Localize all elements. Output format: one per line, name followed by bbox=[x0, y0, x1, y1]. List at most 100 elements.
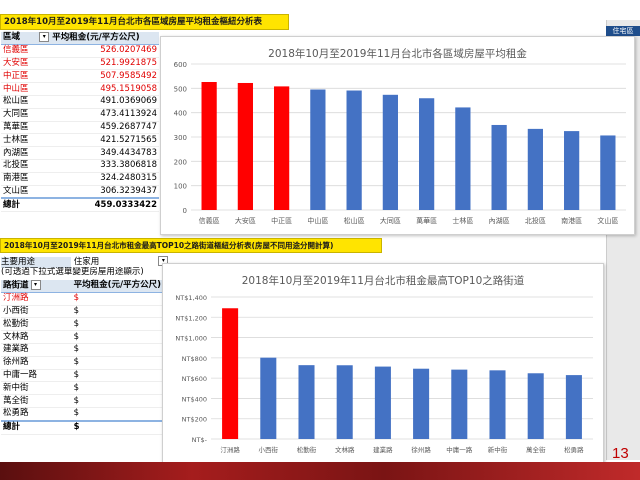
table-row[interactable]: 士林區 421.5271565 bbox=[1, 133, 159, 148]
table-row[interactable]: 萬華區 459.2687747 bbox=[1, 121, 159, 135]
bar[interactable] bbox=[310, 89, 326, 210]
x-tick-label: 松勇路 bbox=[564, 445, 584, 454]
district-rent-chart-svg: 2018年10月至2019年11月台北市各區域房屋平均租金 0 100 200 300 4… bbox=[174, 47, 626, 225]
district-column-header[interactable]: 區域 bbox=[1, 32, 36, 45]
road-name: 建業路 bbox=[1, 343, 72, 357]
y-tick-label: NT$600 bbox=[182, 375, 207, 383]
road-rent-chart[interactable]: 2018年10月至2019年11月台北市租金最高TOP10之路街道 NT$- NT$… bbox=[162, 263, 604, 463]
district-rent-chart[interactable]: 2018年10月至2019年11月台北市各區域房屋平均租金 0 100 200 300 4… bbox=[160, 36, 635, 235]
table-row[interactable]: 大同區 473.4113924 bbox=[1, 108, 159, 122]
total-row[interactable]: 總計 459.0333422 bbox=[1, 197, 159, 213]
district-name: 文山區 bbox=[1, 185, 36, 199]
y-tick-label: NT$800 bbox=[182, 355, 207, 363]
table1-header: 區域 ▾ 平均租金(元/平方公尺) bbox=[1, 32, 159, 45]
y-tick-label: NT$1,200 bbox=[175, 314, 207, 322]
rent-column-header[interactable]: ▾ 平均租金(元/平方公尺) bbox=[35, 32, 159, 45]
district-rent-value: 459.2687747 bbox=[35, 121, 159, 135]
x-tick-label: 建業路 bbox=[373, 445, 393, 454]
bar[interactable] bbox=[527, 128, 543, 210]
y-tick-label: NT$1,400 bbox=[175, 294, 207, 302]
x-tick-label: 汀洲路 bbox=[220, 445, 240, 454]
bar[interactable] bbox=[298, 365, 315, 439]
x-tick-label: 萬華區 bbox=[416, 216, 437, 225]
currency-symbol: $ bbox=[71, 419, 112, 435]
bar[interactable] bbox=[527, 373, 544, 439]
district-rent-value: 421.5271565 bbox=[35, 133, 159, 148]
y-tick-label: NT$- bbox=[192, 436, 208, 444]
road-column-header[interactable]: 路街道 ▾ bbox=[1, 280, 72, 293]
district-rent-value: 521.9921875 bbox=[35, 57, 159, 71]
district-rent-value: 495.1519058 bbox=[35, 82, 159, 96]
district-rent-value: 333.3806818 bbox=[35, 159, 159, 173]
total-label: 總計 bbox=[1, 419, 72, 435]
table-row[interactable]: 中正區 507.9585492 bbox=[1, 69, 159, 84]
bar[interactable] bbox=[260, 357, 277, 439]
district-rent-value: 491.0369069 bbox=[35, 95, 159, 109]
filter-dropdown-icon[interactable]: ▾ bbox=[39, 32, 50, 43]
usage-filter-label: 主要用途 bbox=[1, 256, 71, 268]
y-tick-label: NT$400 bbox=[182, 395, 207, 403]
bar[interactable] bbox=[374, 366, 391, 439]
x-tick-label: 新中街 bbox=[488, 445, 508, 454]
road-filter-icon[interactable]: ▾ bbox=[30, 280, 41, 291]
y-tick-label: 100 bbox=[174, 183, 187, 191]
district-rent-value: 306.3239437 bbox=[35, 185, 159, 199]
table-row[interactable]: 大安區 521.9921875 bbox=[1, 57, 159, 71]
district-name: 中正區 bbox=[1, 69, 36, 84]
currency-symbol: $ bbox=[71, 305, 112, 319]
x-tick-label: 信義區 bbox=[199, 216, 220, 225]
x-tick-label: 內湖區 bbox=[489, 216, 510, 225]
table-row[interactable]: 松山區 491.0369069 bbox=[1, 95, 159, 109]
x-tick-label: 中山區 bbox=[307, 216, 328, 225]
district-name: 北投區 bbox=[1, 159, 36, 173]
currency-symbol: $ bbox=[71, 292, 112, 306]
y-tick-label: 200 bbox=[174, 158, 187, 166]
x-tick-label: 大安區 bbox=[235, 216, 256, 225]
y-tick-label: 0 bbox=[183, 207, 187, 215]
bar[interactable] bbox=[382, 94, 398, 210]
currency-symbol: $ bbox=[71, 394, 112, 408]
table1-title: 2018年10月至2019年11月台北市各區域房屋平均租金樞紐分析表 bbox=[0, 14, 289, 30]
bar[interactable] bbox=[274, 86, 290, 210]
table-row[interactable]: 中山區 495.1519058 bbox=[1, 82, 159, 96]
district-name: 松山區 bbox=[1, 95, 36, 109]
road-name: 徐州路 bbox=[1, 356, 72, 370]
bar[interactable] bbox=[564, 131, 580, 210]
district-pivot-table: 區域 ▾ 平均租金(元/平方公尺) 信義區 526.0207469 大安區 521.9… bbox=[1, 32, 159, 213]
district-name: 萬華區 bbox=[1, 121, 36, 135]
district-rent-value: 507.9585492 bbox=[35, 69, 159, 84]
road-rent-chart-svg: 2018年10月至2019年11月台北市租金最高TOP10之路街道 NT$- NT$… bbox=[175, 274, 593, 454]
x-tick-label: 萬全街 bbox=[526, 445, 546, 454]
bar[interactable] bbox=[201, 82, 217, 210]
road-name: 中庸一路 bbox=[1, 369, 72, 383]
x-tick-label: 大同區 bbox=[380, 216, 401, 225]
bar[interactable] bbox=[419, 98, 435, 210]
bar[interactable] bbox=[489, 370, 506, 439]
x-tick-label: 松山區 bbox=[344, 216, 365, 225]
total-value: 459.0333422 bbox=[35, 197, 159, 213]
table-row[interactable]: 文山區 306.3239437 bbox=[1, 185, 159, 199]
corner-tab: 住宅區 bbox=[606, 26, 640, 36]
table-row[interactable]: 內湖區 349.4434783 bbox=[1, 146, 159, 160]
bar[interactable] bbox=[222, 308, 239, 439]
bar[interactable] bbox=[336, 365, 353, 439]
bar[interactable] bbox=[455, 107, 471, 210]
bar[interactable] bbox=[565, 375, 582, 439]
x-tick-label: 中正區 bbox=[271, 216, 292, 225]
district-name: 大安區 bbox=[1, 57, 36, 71]
bar[interactable] bbox=[600, 135, 616, 210]
table2-title: 2018年10月至2019年11月台北市租金最高TOP10之路街道樞紐分析表(房… bbox=[0, 238, 382, 253]
bar[interactable] bbox=[346, 90, 362, 210]
y-tick-label: NT$200 bbox=[182, 416, 207, 424]
table-row[interactable]: 北投區 333.3806818 bbox=[1, 159, 159, 173]
bar[interactable] bbox=[413, 368, 430, 439]
bar[interactable] bbox=[451, 369, 468, 439]
bar[interactable] bbox=[491, 124, 507, 210]
usage-hint: (可透過下拉式選單變更房屋用途顯示) bbox=[1, 267, 144, 277]
x-tick-label: 士林區 bbox=[452, 216, 473, 225]
bar[interactable] bbox=[237, 82, 253, 210]
x-tick-label: 南港區 bbox=[561, 216, 582, 225]
usage-filter-value[interactable]: 住家用 bbox=[73, 256, 100, 267]
table-row[interactable]: 信義區 526.0207469 bbox=[1, 44, 159, 58]
table-row[interactable]: 南港區 324.2480315 bbox=[1, 172, 159, 186]
